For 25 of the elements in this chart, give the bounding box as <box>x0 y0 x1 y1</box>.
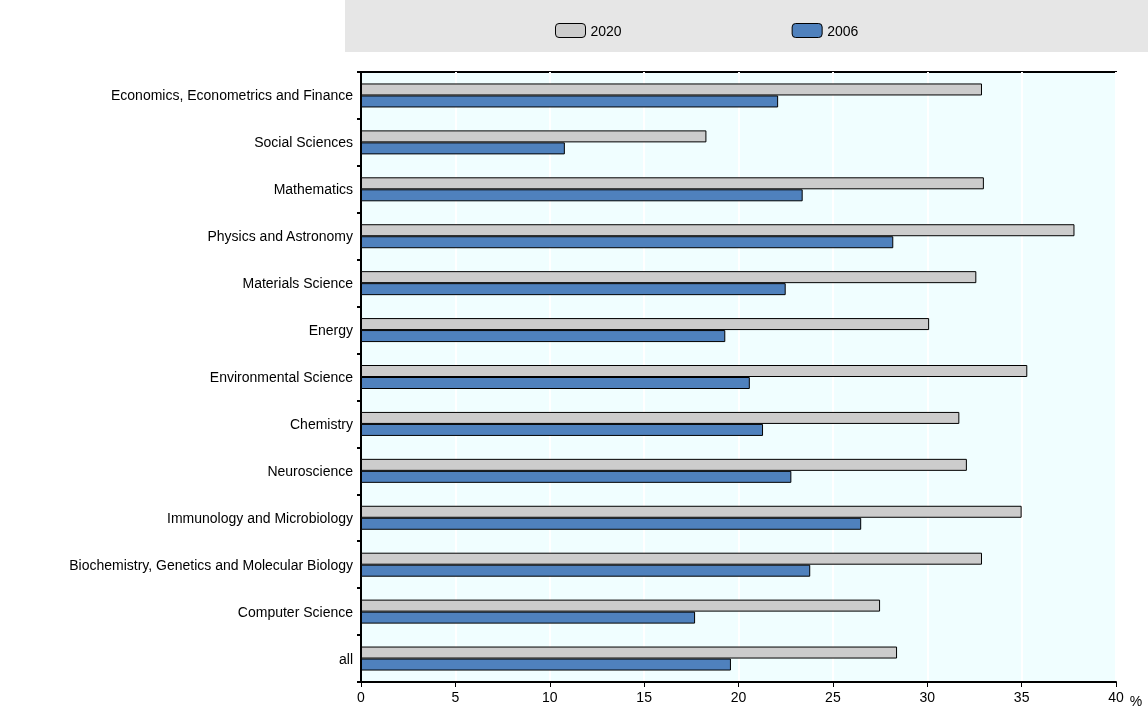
legend-label: 2006 <box>827 22 859 39</box>
x-axis-title: % <box>1129 693 1143 709</box>
x-tick-label: 35 <box>1013 689 1030 705</box>
x-tick-label: 40 <box>1108 689 1124 705</box>
y-tick-label: Materials Science <box>242 275 354 292</box>
y-tick-label: all <box>338 650 353 667</box>
legend-label: 2020 <box>590 22 622 39</box>
y-tick-label: Social Sciences <box>254 134 353 151</box>
y-tick-label: Energy <box>308 322 353 339</box>
x-tick-label: 30 <box>919 689 936 705</box>
x-tick-label: 25 <box>825 689 841 705</box>
y-tick-label: Immunology and Microbiology <box>167 509 353 526</box>
y-tick-label: Environmental Science <box>209 369 354 385</box>
y-tick-label: Mathematics <box>273 181 353 198</box>
y-tick-label: Biochemistry, Genetics and Molecular Biology <box>69 556 353 573</box>
x-tick-label: 20 <box>730 689 747 705</box>
y-tick-label: Neuroscience <box>267 462 354 479</box>
y-tick-label: Physics and Astronomy <box>207 228 353 245</box>
x-tick-label: 5 <box>451 689 460 705</box>
x-tick-label: 15 <box>636 689 653 705</box>
y-tick-label: Chemistry <box>289 415 353 432</box>
y-tick-label: Computer Science <box>237 603 354 620</box>
x-tick-label: 10 <box>541 689 558 705</box>
x-tick-label: 0 <box>357 689 366 705</box>
y-tick-label: Economics, Econometrics and Finance <box>111 87 354 104</box>
